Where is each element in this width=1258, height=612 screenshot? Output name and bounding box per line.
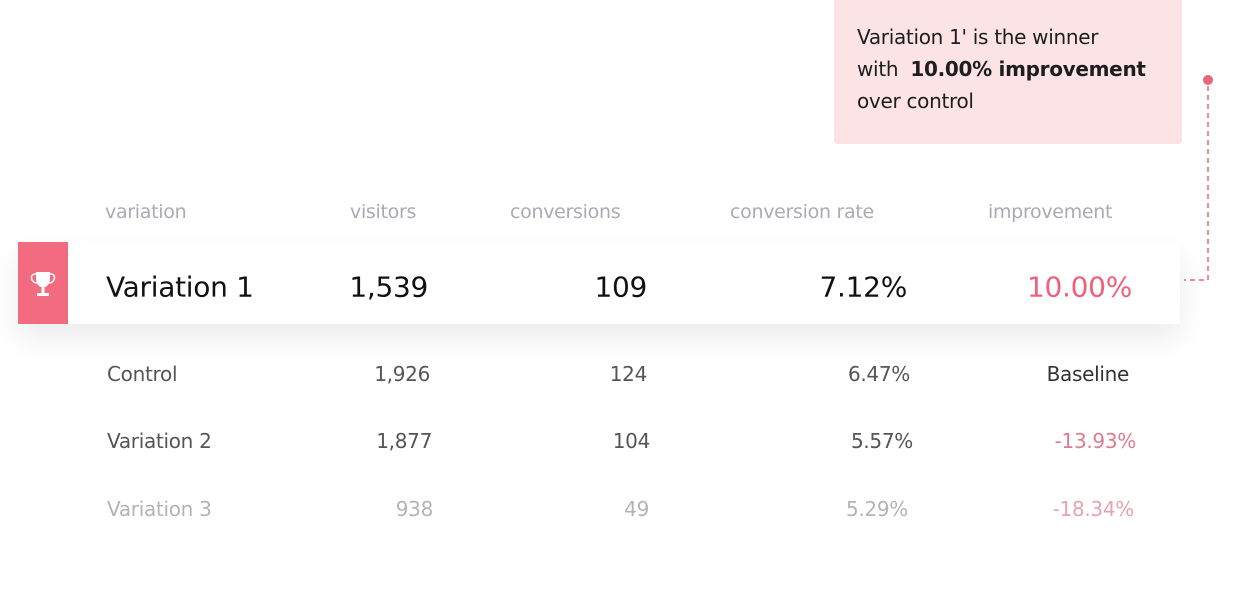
improvement: Baseline [1046,362,1130,386]
conversion-rate: 5.29% [845,497,908,521]
visitors: 938 [395,497,434,521]
callout-line: with 10.00% improvement [857,57,1146,81]
variation-name: Variation 3 [107,497,212,521]
visitors: 1,926 [374,362,430,386]
conversion-rate: 6.47% [847,362,910,386]
visitors: 1,539 [349,270,428,304]
column-header: improvement [988,201,1113,223]
trophy-icon [30,272,56,296]
variation-name: Control [107,362,178,386]
winner-row [18,242,1180,324]
trophy-badge [18,242,68,324]
improvement: 10.00% [1027,270,1132,304]
column-header: variation [105,201,187,223]
column-header: conversions [510,201,621,223]
improvement: -18.34% [1052,497,1135,521]
conversions: 124 [609,362,648,386]
callout-line: Variation 1' is the winner [857,25,1099,49]
visitors: 1,877 [376,429,432,453]
conversions: 49 [624,497,649,521]
variation-name: Variation 2 [107,429,212,453]
callout-line: over control [857,89,974,113]
conversions: 104 [612,429,651,453]
improvement: -13.93% [1054,429,1137,453]
conversion-rate: 7.12% [819,270,908,304]
connector [1184,75,1213,281]
winner-callout: Variation 1' is the winner with 10.00% i… [834,0,1182,144]
callout-text: with [857,57,899,81]
conversions: 109 [594,270,647,304]
column-header: conversion rate [730,201,874,223]
variation-name: Variation 1 [106,270,254,304]
callout-highlight: 10.00% improvement [910,57,1146,81]
column-header: visitors [350,201,417,223]
conversion-rate: 5.57% [850,429,913,453]
